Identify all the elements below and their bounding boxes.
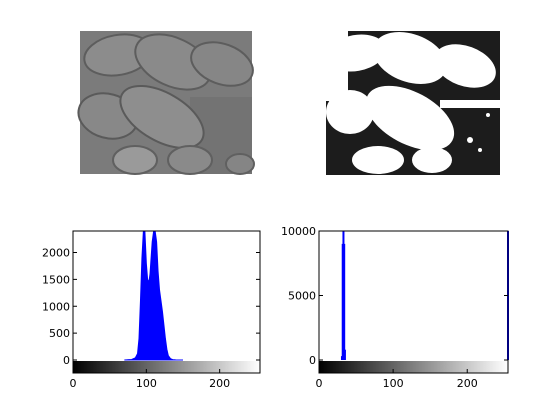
- y-tick-label: 500: [49, 327, 70, 340]
- y-tick-label: 0: [63, 354, 70, 367]
- intensity-colorbar: [73, 361, 260, 373]
- y-tick-label: 2000: [42, 247, 70, 260]
- intensity-colorbar: [319, 361, 508, 373]
- x-tick-label: 200: [457, 377, 478, 390]
- plot-area: [319, 231, 508, 373]
- histogram-original: 0 500 1000 1500 2000 0 100 200: [42, 230, 261, 390]
- pollen-grain: [225, 153, 255, 175]
- pollen-grain: [167, 145, 213, 175]
- original-grayscale-image: [77, 31, 255, 175]
- y-tick-label: 5000: [288, 290, 316, 303]
- thresholded-binary-image: [326, 31, 500, 175]
- pollen-grain: [190, 41, 254, 87]
- x-tick-label: 100: [383, 377, 404, 390]
- x-tick-label: 100: [136, 377, 157, 390]
- x-tick-label: 200: [209, 377, 230, 390]
- x-tick-label: 0: [316, 377, 323, 390]
- axes-frame: [318, 230, 509, 374]
- histogram-thresholded: 0 5000 10000 0 100 200: [281, 225, 509, 390]
- y-tick-label: 1500: [42, 273, 70, 286]
- pollen-grain: [119, 85, 205, 149]
- y-tick-label: 10000: [281, 225, 316, 238]
- y-tick-label: 1000: [42, 300, 70, 313]
- axes-frame: [72, 230, 261, 374]
- y-tick-label: 0: [309, 354, 316, 367]
- x-tick-label: 0: [70, 377, 77, 390]
- pollen-grain: [112, 145, 158, 175]
